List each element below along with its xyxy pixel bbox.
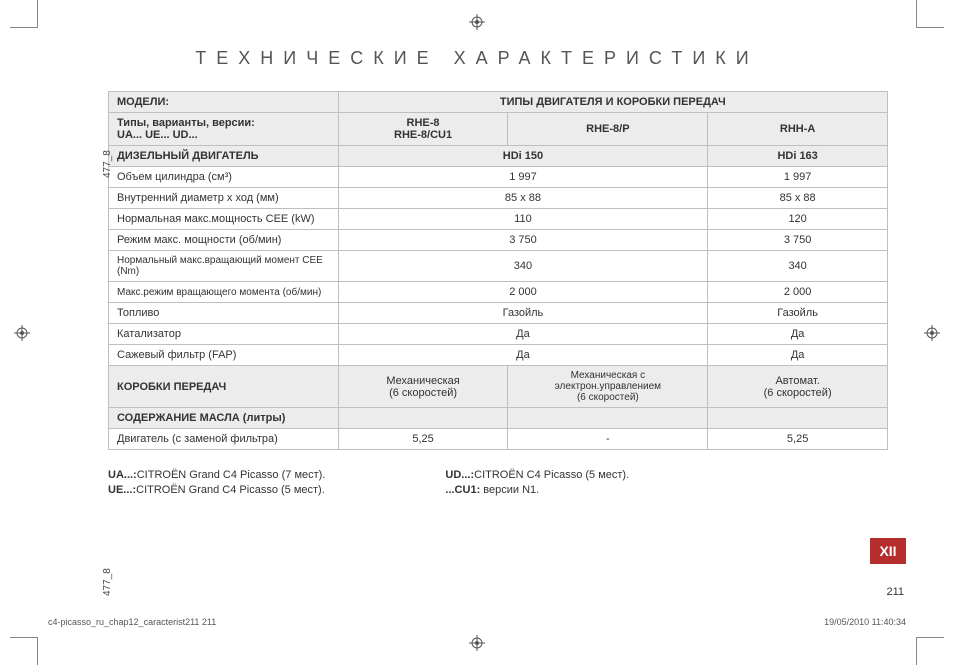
row-c12: Да [338, 324, 708, 345]
row-label: Нормальный макс.вращающий момент CEE (Nm… [109, 251, 339, 282]
side-code-top: 477_8 [102, 150, 113, 178]
th-col3: RHH-A [708, 113, 888, 146]
gb-c1a: Механическая [386, 375, 459, 387]
th-col1b: RHE-8/CU1 [394, 129, 452, 141]
row-gearbox-c3: Автомат. (6 скоростей) [708, 366, 888, 408]
row-label: Сажевый фильтр (FAP) [109, 345, 339, 366]
row-c3: 3 750 [708, 230, 888, 251]
crop-mark-br [916, 637, 944, 665]
legend-ud-text: CITROËN C4 Picasso (5 мест). [474, 469, 629, 481]
th-col1a: RHE-8 [407, 117, 440, 129]
row-diesel-c3: HDi 163 [708, 146, 888, 167]
gb-c3b: (6 скоростей) [764, 387, 832, 399]
gb-c2a: Механическая с электрон.управлением [555, 370, 661, 392]
row-label: Нормальная макс.мощность CEE (kW) [109, 209, 339, 230]
gb-c3a: Автомат. [775, 375, 819, 387]
row-c3: 340 [708, 251, 888, 282]
registration-mark-left [14, 325, 30, 341]
row-c3: Да [708, 324, 888, 345]
gb-c2b: (6 скоростей) [577, 392, 639, 403]
gb-c1b: (6 скоростей) [389, 387, 457, 399]
legend-cu1-text: версии N1. [480, 484, 539, 496]
row-c12: 2 000 [338, 282, 708, 303]
legend-ue-key: UE...: [108, 484, 136, 496]
legend-ue-text: CITROËN Grand C4 Picasso (5 мест). [136, 484, 325, 496]
row-label: Катализатор [109, 324, 339, 345]
legend-ua-key: UA...: [108, 469, 137, 481]
th-models: МОДЕЛИ: [109, 92, 339, 113]
row-c3: 2 000 [708, 282, 888, 303]
page-title: ТЕХНИЧЕСКИЕ ХАРАКТЕРИСТИКИ [48, 48, 906, 69]
row-oil-c3-empty [708, 408, 888, 429]
row-gearbox-c1: Механическая (6 скоростей) [338, 366, 508, 408]
legend-ud-key: UD...: [445, 469, 474, 481]
row-c12: 1 997 [338, 167, 708, 188]
th-variants: Типы, варианты, версии: UA... UE... UD..… [109, 113, 339, 146]
page-content: ТЕХНИЧЕСКИЕ ХАРАКТЕРИСТИКИ 477_8 477_8 М… [48, 38, 906, 627]
side-code-bottom: 477_8 [102, 568, 113, 596]
th-engine-types: ТИПЫ ДВИГАТЕЛЯ И КОРОБКИ ПЕРЕДАЧ [338, 92, 887, 113]
row-oil-c2: - [508, 429, 708, 450]
row-label: Внутренний диаметр x ход (мм) [109, 188, 339, 209]
row-label: Режим макс. мощности (об/мин) [109, 230, 339, 251]
row-c3: 1 997 [708, 167, 888, 188]
row-c12: Да [338, 345, 708, 366]
row-label: Топливо [109, 303, 339, 324]
footer-right: 19/05/2010 11:40:34 [824, 617, 906, 627]
legend-left: UA...:CITROËN Grand C4 Picasso (7 мест).… [108, 468, 325, 499]
row-c3: 85 x 88 [708, 188, 888, 209]
row-gearbox-label: КОРОБКИ ПЕРЕДАЧ [109, 366, 339, 408]
chapter-badge: XII [870, 538, 906, 564]
row-oil-c2-empty [508, 408, 708, 429]
row-oil-row-label: Двигатель (с заменой фильтра) [109, 429, 339, 450]
row-diesel-label: ДИЗЕЛЬНЫЙ ДВИГАТЕЛЬ [109, 146, 339, 167]
crop-mark-tr [916, 0, 944, 28]
registration-mark-top [469, 14, 485, 30]
row-label: Объем цилиндра (см³) [109, 167, 339, 188]
row-gearbox-c2: Механическая с электрон.управлением (6 с… [508, 366, 708, 408]
row-c12: 110 [338, 209, 708, 230]
crop-mark-tl [10, 0, 38, 28]
legend-ua-text: CITROËN Grand C4 Picasso (7 мест). [137, 469, 326, 481]
page-number: 211 [886, 586, 904, 598]
row-diesel-c12: HDi 150 [338, 146, 708, 167]
row-oil-label: СОДЕРЖАНИЕ МАСЛА (литры) [109, 408, 339, 429]
spec-table: МОДЕЛИ: ТИПЫ ДВИГАТЕЛЯ И КОРОБКИ ПЕРЕДАЧ… [108, 91, 888, 450]
row-oil-c1-empty [338, 408, 508, 429]
row-c12: Газойль [338, 303, 708, 324]
legend-right: UD...:CITROËN C4 Picasso (5 мест). ...CU… [445, 468, 629, 499]
row-c3: 120 [708, 209, 888, 230]
th-col1: RHE-8 RHE-8/CU1 [338, 113, 508, 146]
row-c3: Газойль [708, 303, 888, 324]
row-oil-c1: 5,25 [338, 429, 508, 450]
registration-mark-bottom [469, 635, 485, 651]
row-c12: 3 750 [338, 230, 708, 251]
th-col2: RHE-8/P [508, 113, 708, 146]
row-label: Макс.режим вращающего момента (об/мин) [109, 282, 339, 303]
row-c12: 85 x 88 [338, 188, 708, 209]
legend: UA...:CITROËN Grand C4 Picasso (7 мест).… [108, 468, 906, 499]
row-c12: 340 [338, 251, 708, 282]
legend-cu1-key: ...CU1: [445, 484, 480, 496]
row-c3: Да [708, 345, 888, 366]
crop-mark-bl [10, 637, 38, 665]
footer-left: c4-picasso_ru_chap12_caracterist211 211 [48, 617, 216, 627]
registration-mark-right [924, 325, 940, 341]
row-oil-c3: 5,25 [708, 429, 888, 450]
